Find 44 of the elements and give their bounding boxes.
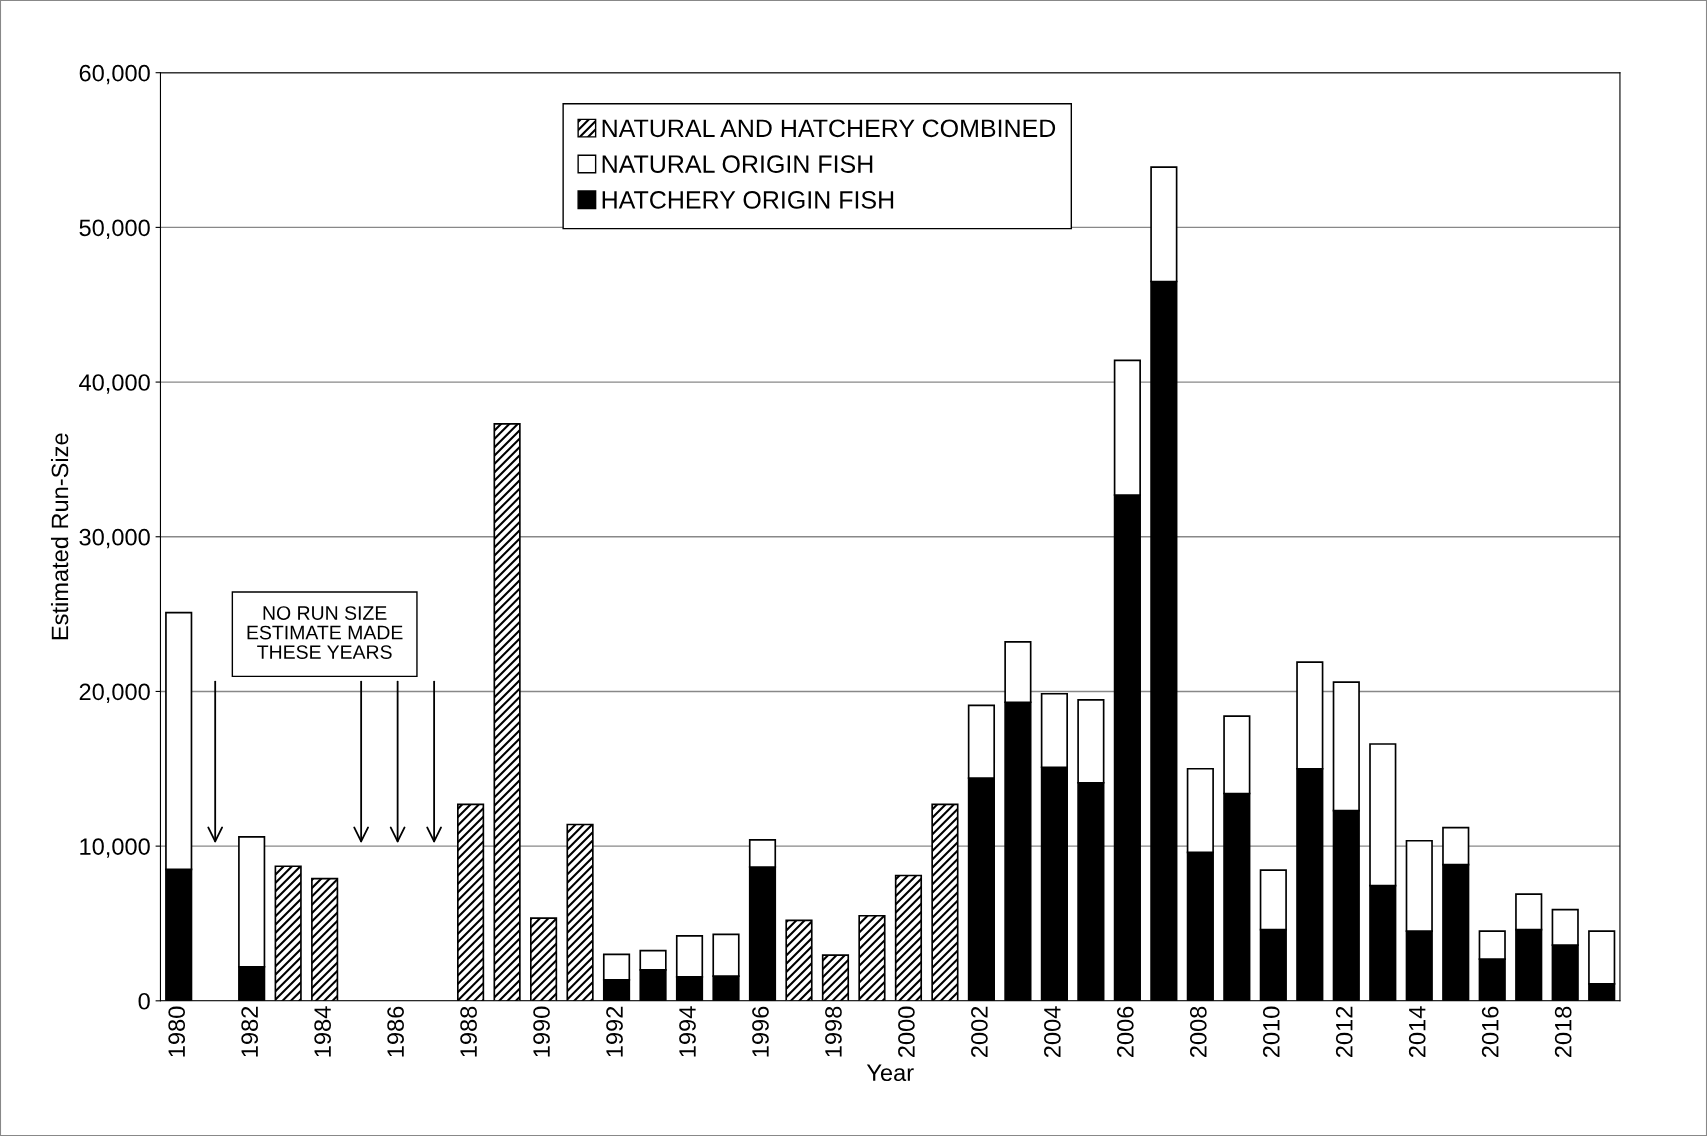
x-tick-label: 2012 <box>1335 1006 1353 1058</box>
x-tick-label: 2010 <box>1262 1006 1280 1058</box>
bar <box>566 823 594 1001</box>
x-tick-label: 1998 <box>825 1006 842 1057</box>
bar <box>785 919 813 1001</box>
bar <box>493 423 521 1001</box>
y-tick-label: 0 <box>138 992 150 1010</box>
x-tick-label: 2004 <box>1044 1006 1061 1058</box>
bar <box>529 917 558 1001</box>
x-tick-label: 1994 <box>679 1006 696 1057</box>
x-tick-label: 1980 <box>168 1006 186 1057</box>
x-tick-label: 1984 <box>314 1006 331 1057</box>
x-tick-label: 2016 <box>1481 1006 1499 1058</box>
bar <box>821 954 850 1001</box>
legend-label: HATCHERY ORIGIN FISH <box>602 191 894 209</box>
x-axis-title: Year <box>866 1064 914 1082</box>
x-tick-label: 2002 <box>971 1006 988 1058</box>
x-tick-label: 2008 <box>1189 1006 1207 1058</box>
annotation: NO RUN SIZE ESTIMATE MADE THESE YEARS <box>247 606 403 659</box>
y-axis-title: Estimated Run-Size <box>50 433 69 640</box>
x-tick-label: 1996 <box>752 1006 769 1057</box>
bar <box>274 865 302 1001</box>
legend-label: NATURAL ORIGIN FISH <box>602 155 873 173</box>
x-tick-label: 2014 <box>1408 1006 1426 1058</box>
y-tick-label: 60,000 <box>79 64 150 85</box>
x-tick-label: 2000 <box>898 1006 915 1058</box>
x-tick-label: 1988 <box>460 1006 477 1057</box>
bar <box>456 803 485 1001</box>
x-tick-label: 2006 <box>1116 1006 1134 1058</box>
x-tick-label: 1982 <box>241 1006 259 1057</box>
y-tick-label: 10,000 <box>80 838 150 858</box>
y-tick-label: 40,000 <box>79 374 150 394</box>
y-tick-label: 20,000 <box>79 683 150 704</box>
bar <box>858 914 886 1001</box>
bar <box>931 803 959 1001</box>
x-tick-label: 2018 <box>1554 1006 1572 1058</box>
y-tick-label: 30,000 <box>79 528 150 549</box>
x-tick-label: 1990 <box>533 1006 550 1057</box>
bar <box>894 874 923 1001</box>
x-tick-label: 1992 <box>606 1006 623 1057</box>
bar <box>311 877 339 1001</box>
x-tick-label: 1986 <box>387 1006 404 1057</box>
legend-label: NATURAL AND HATCHERY COMBINED <box>602 119 1056 138</box>
y-tick-label: 50,000 <box>79 219 150 239</box>
